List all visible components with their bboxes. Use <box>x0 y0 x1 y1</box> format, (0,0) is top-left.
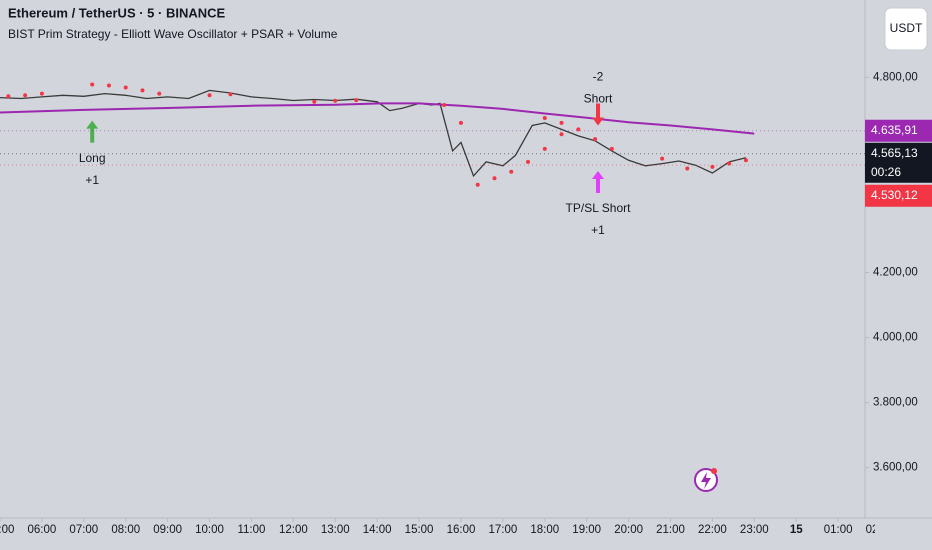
price-tag-label: 4.635,91 <box>871 123 918 137</box>
psar-dot <box>333 98 338 103</box>
psar-dot <box>354 98 359 103</box>
logo <box>694 468 718 492</box>
psar-dot <box>6 94 11 99</box>
x-tick-label: 05:00 <box>0 524 14 536</box>
countdown: 00:26 <box>871 165 901 179</box>
psar-dot <box>660 156 665 161</box>
psar-dot <box>475 182 480 187</box>
signal-label: Long <box>79 151 106 165</box>
psar-dot <box>685 166 690 171</box>
signal-quantity: +1 <box>591 223 605 237</box>
signal-label: Short <box>584 92 613 106</box>
signal-label: TP/SL Short <box>566 201 632 215</box>
psar-dot <box>576 127 581 132</box>
currency-label: USDT <box>890 21 923 35</box>
y-tick-label: 4.200,00 <box>873 267 918 279</box>
x-tick-label: 01:00 <box>824 524 853 536</box>
x-tick-label: 06:00 <box>28 524 57 536</box>
x-tick-label: 12:00 <box>279 524 308 536</box>
x-tick-label: 23:00 <box>740 524 769 536</box>
price-tag <box>865 142 932 183</box>
signal-arrow <box>86 120 99 143</box>
price-tag <box>865 119 932 142</box>
psar-dot <box>106 83 111 88</box>
psar-dot <box>157 91 162 96</box>
psar-dot <box>123 85 128 90</box>
psar-dot <box>559 132 564 137</box>
plot-area: Long +1 -2 Short TP/SL Short +1 <box>0 70 865 237</box>
time-axis: 05:00 06:00 07:00 08:00 09:00 10:00 11:00 12:00… <box>0 518 895 536</box>
price-tag <box>865 184 932 207</box>
psar-dot <box>90 82 95 87</box>
psar-dot <box>542 146 547 151</box>
x-tick-label: 22:00 <box>698 524 727 536</box>
psar-dot <box>509 169 514 174</box>
x-tick-label: 02:00 <box>866 524 895 536</box>
psar-dot <box>39 91 44 96</box>
psar-dot <box>559 120 564 125</box>
psar-dot <box>312 99 317 104</box>
psar-dot <box>593 137 598 142</box>
psar-dot <box>542 116 547 121</box>
psar-dot <box>743 158 748 163</box>
psar-dot <box>609 146 614 151</box>
psar-dot <box>140 88 145 93</box>
y-tick-label: 4.800,00 <box>873 71 918 83</box>
series-line <box>0 102 755 135</box>
x-tick-label: 17:00 <box>488 524 517 536</box>
x-tick-label: 09:00 <box>153 524 182 536</box>
indicator-title: BIST Prim Strategy - Elliott Wave Oscill… <box>8 27 338 41</box>
psar-dot <box>228 92 233 97</box>
psar-dot <box>207 93 212 98</box>
x-tick-label: 07:00 <box>69 524 98 536</box>
signal-quantity: +1 <box>85 173 99 187</box>
psar-dot <box>526 159 531 164</box>
x-tick-label: 18:00 <box>530 524 559 536</box>
x-tick-label: 14:00 <box>363 524 392 536</box>
psar-dot <box>710 164 715 169</box>
x-tick-label: 10:00 <box>195 524 224 536</box>
psar-dot <box>442 103 447 108</box>
x-tick-label: 11:00 <box>237 524 265 536</box>
signal-arrow <box>592 103 605 126</box>
chart-title: Ethereum / TetherUS · 5 · BINANCE <box>8 5 226 20</box>
psar-dot <box>23 93 28 98</box>
price-axis: 3.600,00 3.800,00 4.000,00 4.200,00 4.800,00 <box>865 71 918 474</box>
x-tick-label: 08:00 <box>111 524 140 536</box>
x-tick-label: 13:00 <box>321 524 350 536</box>
x-tick-label: 15:00 <box>405 524 434 536</box>
x-tick-label: 15 <box>790 524 803 536</box>
y-tick-label: 4.000,00 <box>873 332 918 344</box>
y-tick-label: 3.800,00 <box>873 397 918 409</box>
price-tag-label: 4.565,13 <box>871 146 918 160</box>
price-tag-label: 4.530,12 <box>871 188 918 202</box>
currency-button[interactable] <box>884 7 928 51</box>
psar-dot <box>492 176 497 181</box>
psar-dot <box>458 120 463 125</box>
y-tick-label: 3.600,00 <box>873 462 918 474</box>
signal-quantity: -2 <box>593 70 604 84</box>
signal-arrow <box>592 171 605 194</box>
x-tick-label: 19:00 <box>572 524 601 536</box>
x-tick-label: 21:00 <box>656 524 685 536</box>
x-tick-label: 20:00 <box>614 524 643 536</box>
x-tick-label: 16:00 <box>447 524 476 536</box>
psar-dot <box>727 161 732 166</box>
